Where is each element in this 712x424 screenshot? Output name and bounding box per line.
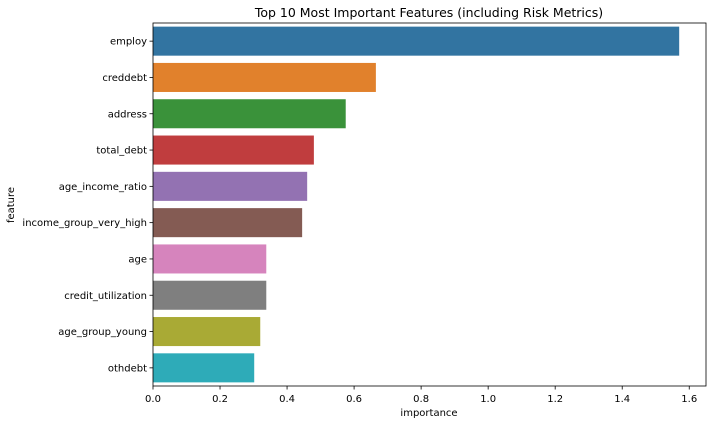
x-tick-label: 1.2 [547, 394, 563, 405]
bar-othdebt [153, 353, 255, 383]
y-axis-label: feature [6, 187, 17, 223]
bar-creddebt [153, 62, 376, 92]
y-tick-label: income_group_very_high [22, 218, 147, 229]
x-tick-label: 0.8 [413, 394, 429, 405]
y-tick-label: creddebt [102, 73, 147, 84]
bar-credit-utilization [153, 280, 267, 310]
bar-age-income-ratio [153, 171, 308, 201]
y-tick-label: age_income_ratio [59, 182, 147, 193]
x-tick-label: 0.0 [145, 394, 161, 405]
bar-age-group-young [153, 317, 261, 347]
x-tick-label: 0.4 [279, 394, 295, 405]
x-tick-label: 0.2 [212, 394, 228, 405]
y-tick-labels: employ creddebt address total_debt age_incom… [22, 37, 153, 374]
x-tick-label: 1.4 [614, 394, 630, 405]
bars-group [153, 26, 680, 383]
y-tick-label: credit_utilization [64, 291, 147, 302]
bar-address [153, 99, 346, 129]
chart-title: Top 10 Most Important Features (includin… [254, 5, 603, 20]
x-tick-label: 1.0 [480, 394, 496, 405]
y-tick-label: age [128, 254, 147, 265]
y-tick-label: othdebt [108, 363, 147, 374]
x-tick-label: 0.6 [346, 394, 362, 405]
bar-total-debt [153, 135, 314, 165]
y-tick-label: address [108, 109, 147, 120]
x-tick-label: 1.6 [681, 394, 697, 405]
y-tick-label: age_group_young [58, 327, 147, 338]
y-tick-label: total_debt [96, 146, 147, 157]
x-axis-label: importance [400, 408, 457, 419]
plot-frame [152, 22, 707, 387]
y-tick-label: employ [110, 37, 147, 48]
bar-income-group-very-high [153, 208, 303, 238]
x-ticks: 0.0 0.2 0.4 0.6 0.8 1.0 1.2 1.4 1.6 [145, 386, 697, 405]
bar-employ [153, 26, 680, 56]
bar-age [153, 244, 267, 274]
